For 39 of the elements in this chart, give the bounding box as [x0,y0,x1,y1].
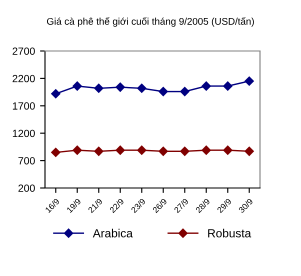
y-tick-label: 1700 [12,102,35,110]
point [244,76,254,86]
point [94,146,104,156]
point [158,86,168,96]
x-tick-label: 29/9 [216,198,232,214]
point [116,146,125,155]
y-tick-label: 2200 [12,74,35,82]
x-tick-label: 22/9 [109,198,124,214]
point [244,146,254,156]
x-tick-label: 27/9 [174,198,189,214]
legend-label: Robusta [208,228,252,238]
point [158,146,168,156]
point [116,82,125,92]
point [94,84,104,93]
y-tick-label: 1200 [12,130,35,138]
point [72,81,82,91]
y-tick-label: 2700 [12,48,35,55]
point [223,81,232,91]
legend-label: Arabica [92,228,133,238]
x-tick-label: 30/9 [238,198,254,214]
point [180,146,190,156]
point [137,84,146,93]
point [202,146,211,155]
x-tick-label: 19/9 [66,198,82,214]
point [223,146,232,155]
x-tick-label: 16/9 [44,198,60,214]
point [202,81,211,91]
x-tick-label: 28/9 [195,198,210,214]
x-tick-label: 21/9 [88,198,103,214]
y-tick-label: 200 [18,184,35,192]
point [137,146,146,155]
point [180,86,190,96]
x-tick-label: 23/9 [130,198,146,214]
x-tick-label: 26/9 [152,198,168,214]
chart-title: Giá cà phê thế giới cuối tháng 9/2005 (USD/tấn) [47,17,254,27]
point [51,89,60,98]
point [72,146,82,155]
point [51,148,60,158]
y-tick-label: 700 [18,157,35,164]
